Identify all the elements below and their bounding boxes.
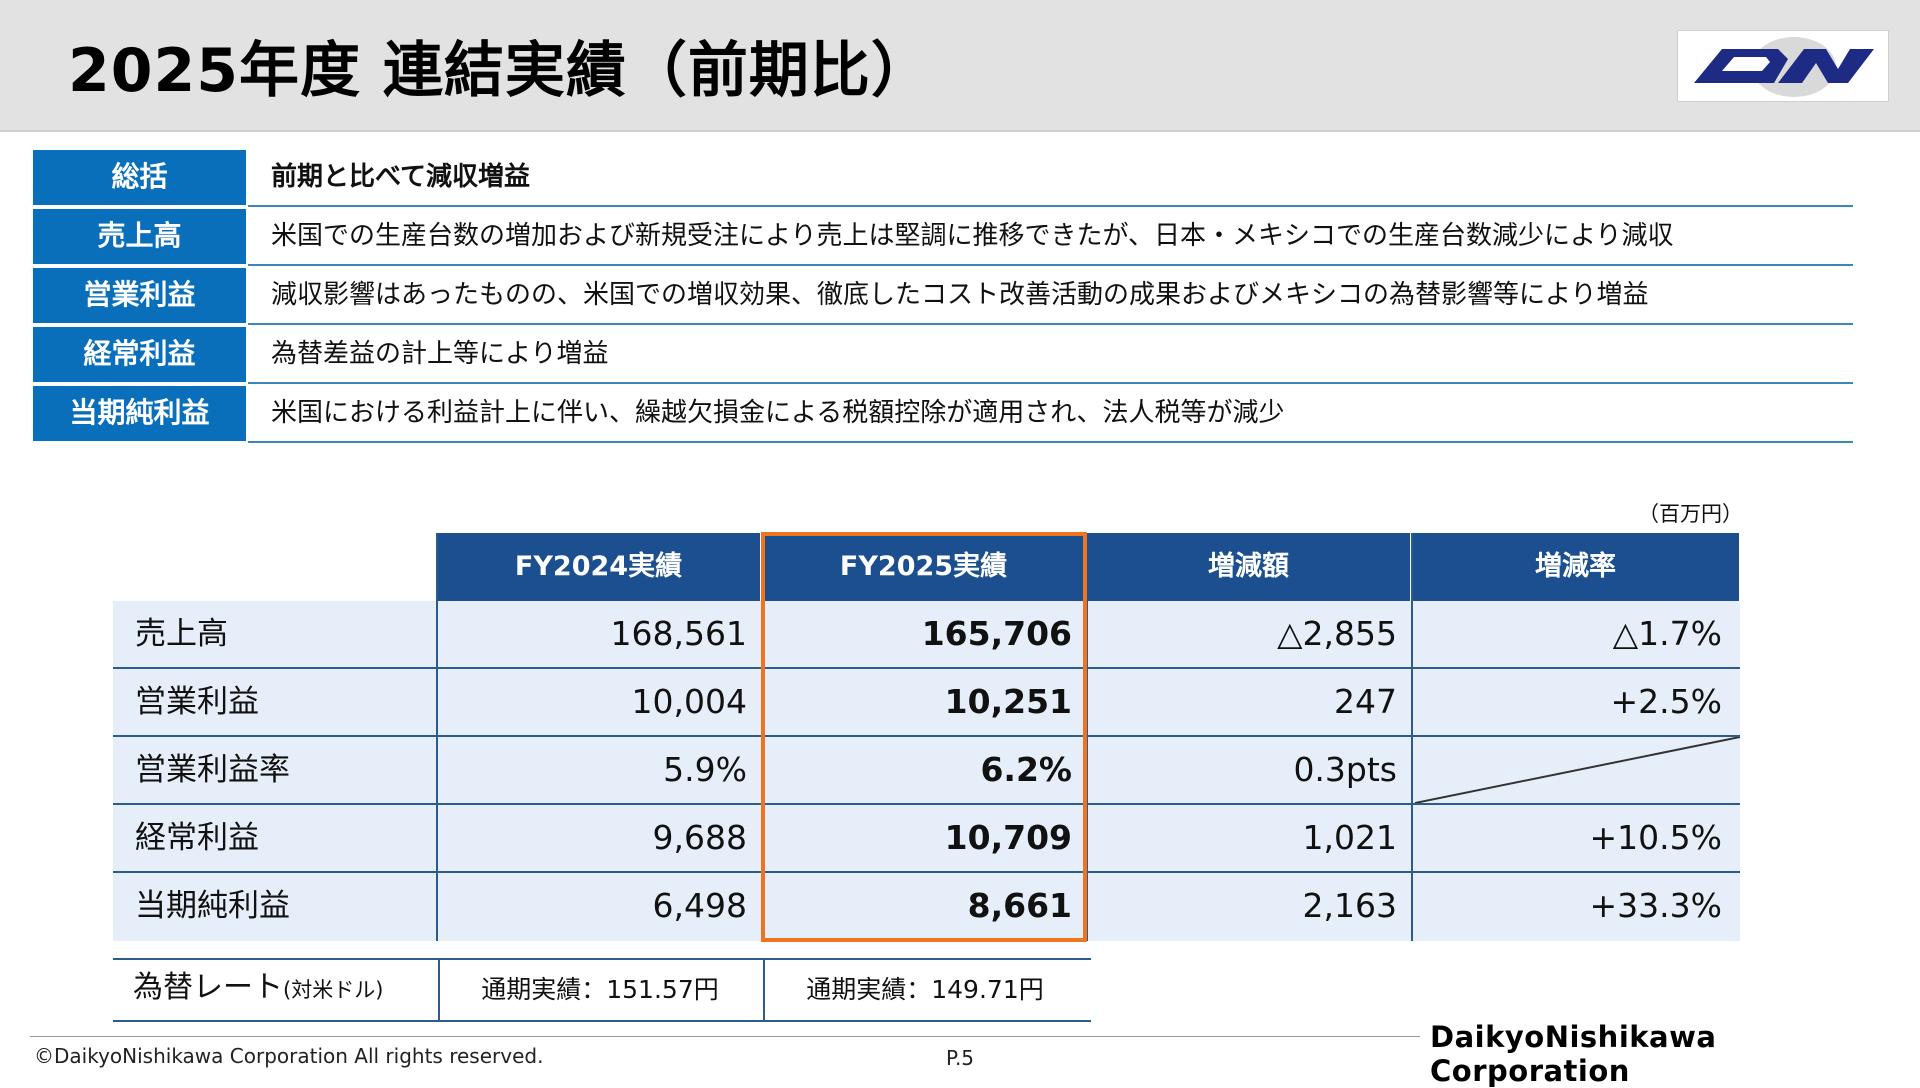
fx-label-main: 為替レート xyxy=(133,970,283,1005)
summary-text: 前期と比べて減収増益 xyxy=(271,162,530,192)
value-rate: △1.7% xyxy=(1612,614,1722,653)
not-applicable-diagonal xyxy=(1415,737,1740,803)
value-diff: 1,021 xyxy=(1302,818,1397,857)
value-fy2024: 9,688 xyxy=(652,818,747,857)
column-divider xyxy=(436,533,438,941)
table-row: 営業利益 10,004 10,251 247 +2.5% xyxy=(113,669,1740,737)
header-fy2025: FY2025実績 xyxy=(762,533,1085,601)
summary-label: 経常利益 xyxy=(33,327,246,382)
value-rate: +2.5% xyxy=(1610,682,1723,721)
row-divider xyxy=(113,958,1091,960)
dn-logo-icon xyxy=(1694,37,1874,97)
summary-row-sales: 売上高 米国での生産台数の増加および新規受注により売上は堅調に推移できたが、日本… xyxy=(33,209,1853,268)
value-rate: +33.3% xyxy=(1589,886,1722,925)
value-fy2025: 8,661 xyxy=(967,886,1072,925)
header-fy2024: FY2024実績 xyxy=(437,533,760,601)
copyright-text: ©DaikyoNishikawa Corporation All rights … xyxy=(34,1044,544,1068)
summary-text: 為替差益の計上等により増益 xyxy=(271,339,609,369)
table-row: 営業利益率 5.9% 6.2% 0.3pts xyxy=(113,737,1740,805)
summary-table: 総括 前期と比べて減収増益 売上高 米国での生産台数の増加および新規受注により売… xyxy=(33,150,1853,445)
column-divider xyxy=(1086,601,1088,941)
row-divider xyxy=(248,323,1853,325)
fx-label-note: (対米ドル) xyxy=(283,978,384,1002)
footer-divider xyxy=(30,1036,1420,1037)
column-divider xyxy=(438,958,440,1022)
row-label: 当期純利益 xyxy=(135,888,290,924)
summary-text: 減収影響はあったものの、米国での増収効果、徹底したコスト改善活動の成果およびメキ… xyxy=(271,280,1649,310)
value-fy2024: 6,498 xyxy=(652,886,747,925)
row-divider xyxy=(113,1020,1091,1022)
summary-label: 営業利益 xyxy=(33,268,246,323)
value-fy2025: 6.2% xyxy=(980,750,1072,789)
value-fy2025: 10,251 xyxy=(944,682,1072,721)
value-fy2024: 5.9% xyxy=(663,750,747,789)
summary-text: 米国での生産台数の増加および新規受注により売上は堅調に推移できたが、日本・メキシ… xyxy=(271,221,1674,251)
value-diff: 2,163 xyxy=(1302,886,1397,925)
value-diff: 0.3pts xyxy=(1293,750,1397,789)
value-fy2025: 10,709 xyxy=(944,818,1072,857)
value-diff: 247 xyxy=(1334,682,1397,721)
header-rate: 増減率 xyxy=(1412,533,1739,601)
fx-label: 為替レート(対米ドル) xyxy=(133,958,383,1020)
value-fy2024: 10,004 xyxy=(631,682,747,721)
fx-fy2025: 通期実績：149.71円 xyxy=(806,975,1044,1004)
row-label: 営業利益 xyxy=(135,684,259,720)
value-fy2024: 168,561 xyxy=(610,614,747,653)
fx-fy2024: 通期実績：151.57円 xyxy=(481,975,719,1004)
summary-row-ordinary-profit: 経常利益 為替差益の計上等により増益 xyxy=(33,327,1853,386)
company-name: DaikyoNishikawa Corporation xyxy=(1430,1020,1717,1088)
header-diff: 増減額 xyxy=(1087,533,1410,601)
page-number: P.5 xyxy=(946,1046,975,1070)
fy2025-highlight-frame xyxy=(761,532,1087,942)
value-diff: △2,855 xyxy=(1277,614,1397,653)
table-row: 当期純利益 6,498 8,661 2,163 +33.3% xyxy=(113,873,1740,941)
summary-text: 米国における利益計上に伴い、繰越欠損金による税額控除が適用され、法人税等が減少 xyxy=(271,398,1285,428)
row-divider xyxy=(248,205,1853,207)
table-row: 売上高 168,561 165,706 △2,855 △1.7% xyxy=(113,601,1740,669)
value-fy2025: 165,706 xyxy=(921,614,1072,653)
company-logo xyxy=(1677,30,1889,102)
value-rate: +10.5% xyxy=(1589,818,1722,857)
summary-row-net-income: 当期純利益 米国における利益計上に伴い、繰越欠損金による税額控除が適用され、法人… xyxy=(33,386,1853,445)
row-divider xyxy=(248,264,1853,266)
summary-row-overview: 総括 前期と比べて減収増益 xyxy=(33,150,1853,209)
table-row: 経常利益 9,688 10,709 1,021 +10.5% xyxy=(113,805,1740,873)
row-label: 経常利益 xyxy=(135,820,259,856)
summary-label: 売上高 xyxy=(33,209,246,264)
summary-label: 総括 xyxy=(33,150,246,205)
summary-label: 当期純利益 xyxy=(33,386,246,441)
exchange-rate-row: 為替レート(対米ドル) 通期実績：151.57円 通期実績：149.71円 xyxy=(113,958,1091,1022)
unit-label: （百万円） xyxy=(1638,502,1743,526)
page-title: 2025年度 連結実績（前期比） xyxy=(68,36,932,106)
summary-row-operating-profit: 営業利益 減収影響はあったものの、米国での増収効果、徹底したコスト改善活動の成果… xyxy=(33,268,1853,327)
column-divider xyxy=(763,958,765,1022)
header-bar: 2025年度 連結実績（前期比） xyxy=(0,0,1920,132)
row-label: 売上高 xyxy=(135,616,228,652)
row-divider xyxy=(248,382,1853,384)
column-divider xyxy=(1411,533,1413,941)
row-divider xyxy=(248,441,1853,443)
row-label: 営業利益率 xyxy=(135,752,290,788)
